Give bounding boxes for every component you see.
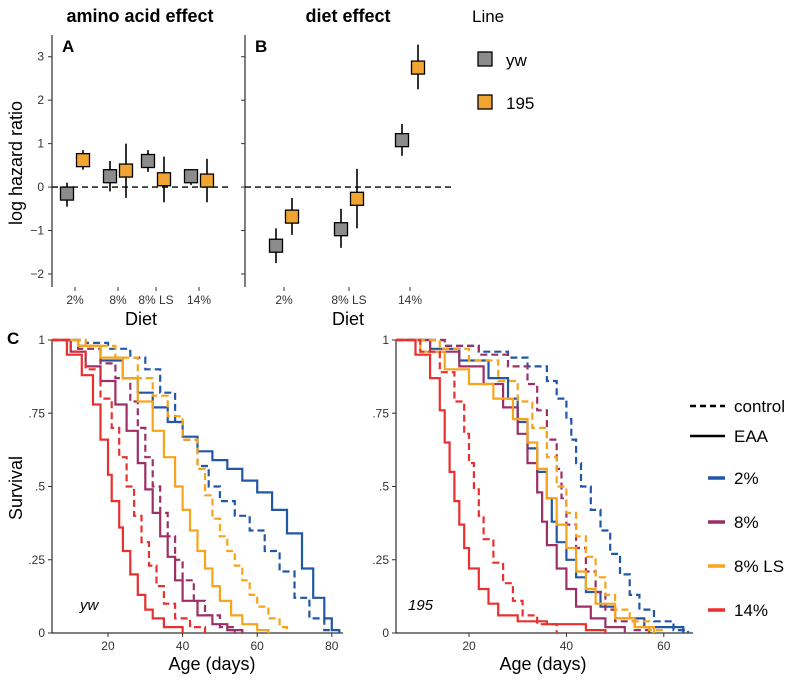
point-yw-14 — [394, 132, 410, 148]
legend-swatch-195 — [477, 94, 493, 110]
x-tick-label-8: 8% — [109, 293, 127, 307]
legend-diet-label-8ls: 8% LS — [734, 557, 784, 576]
legend-treatment: control EAA — [690, 397, 785, 446]
y-tick-label: 1 — [382, 333, 389, 347]
survival-curve-14-eaa — [52, 338, 184, 633]
y-tick-label-a: 1 — [37, 137, 44, 151]
y-tick-label: 0 — [38, 626, 45, 640]
xlabel-c-195: Age (days) — [499, 654, 586, 674]
y-tick-label: 1 — [38, 333, 45, 347]
xlabel-b: Diet — [332, 309, 364, 329]
point-yw-8-ls — [333, 222, 349, 237]
survival-curve-8-control — [396, 338, 651, 633]
point-195-8 — [118, 163, 134, 178]
survival-curve-8-ls-control — [52, 338, 289, 633]
legend-control-label: control — [734, 397, 785, 416]
x-tick-label-8-ls: 8% LS — [331, 293, 366, 307]
xlabel-c-yw: Age (days) — [168, 654, 255, 674]
x-tick-label: 40 — [560, 639, 574, 653]
point-yw-2 — [59, 186, 75, 201]
line-label-195: 195 — [408, 597, 434, 614]
point-yw-14 — [183, 169, 199, 184]
point-195-14 — [410, 60, 426, 75]
y-tick-label-a: −2 — [30, 267, 44, 281]
x-tick-label: 20 — [101, 639, 115, 653]
y-tick-label: 0 — [382, 626, 389, 640]
legend-lines: Line yw 195 — [472, 7, 534, 113]
legend-diet-label-8: 8% — [734, 513, 759, 532]
survival-curve-2-eaa — [52, 338, 341, 633]
legend-diet-label-14: 14% — [734, 601, 768, 620]
axes-ab: −2 −1 0 1 2 3 — [30, 35, 246, 287]
legend-label-yw: yw — [506, 51, 528, 70]
plot-c-yw: 0 .25 .5 .75 1 20 40 60 80 — [28, 333, 343, 653]
y-tick-label: .25 — [372, 553, 389, 567]
x-tick-label-14: 14% — [398, 293, 422, 307]
y-tick-label: .75 — [28, 406, 45, 420]
point-yw-8 — [102, 169, 118, 184]
line-label-yw: yw — [79, 597, 100, 614]
survival-curve-8-ls-eaa — [396, 338, 656, 633]
y-tick-label-a: 0 — [37, 180, 44, 194]
legend-lines-title: Line — [472, 7, 504, 26]
legend-diet: 2% 8% 8% LS 14% — [708, 469, 784, 620]
point-195-2 — [75, 152, 91, 168]
plot-b: 2% 8% LS 14% — [245, 44, 453, 307]
point-yw-8-ls — [140, 153, 156, 169]
y-tick-label: .25 — [28, 553, 45, 567]
panel-c-letter: C — [7, 329, 19, 348]
plot-c-195: 0 .25 .5 .75 1 20 40 60 — [372, 333, 693, 653]
x-tick-label-2: 2% — [275, 293, 293, 307]
y-tick-label-a: −1 — [30, 224, 44, 238]
survival-curve-8-eaa — [396, 338, 626, 633]
x-tick-label: 20 — [462, 639, 476, 653]
point-yw-2 — [268, 238, 284, 253]
x-tick-label: 60 — [251, 639, 265, 653]
y-tick-label: .5 — [35, 480, 45, 494]
x-tick-label-14: 14% — [187, 293, 211, 307]
panel-a-letter: A — [62, 37, 74, 56]
point-195-14 — [199, 173, 215, 188]
panel-b-letter: B — [255, 37, 267, 56]
xlabel-a: Diet — [125, 309, 157, 329]
x-tick-label-8-ls: 8% LS — [138, 293, 173, 307]
survival-curve-8-control — [52, 338, 236, 633]
point-195-8-ls — [156, 172, 172, 187]
ylabel-survival: Survival — [6, 456, 26, 520]
x-tick-label-2: 2% — [66, 293, 84, 307]
point-195-2 — [284, 209, 300, 224]
legend-swatch-yw — [477, 51, 493, 67]
x-tick-label: 80 — [325, 639, 339, 653]
y-tick-label: .75 — [372, 406, 389, 420]
panel-b-title: diet effect — [305, 6, 390, 26]
legend-diet-label-2: 2% — [734, 469, 759, 488]
y-tick-label-a: 3 — [37, 50, 44, 64]
legend-eaa-label: EAA — [734, 427, 769, 446]
survival-curve-8-ls-control — [396, 338, 665, 633]
legend-label-195: 195 — [506, 94, 534, 113]
panel-a-title: amino acid effect — [66, 6, 213, 26]
y-tick-label: .5 — [379, 480, 389, 494]
plot-a: 2% 8% 8% LS 14% — [52, 143, 232, 307]
survival-curve-8-ls-eaa — [52, 338, 270, 633]
survival-curve-14-control — [396, 338, 558, 633]
x-tick-label: 40 — [176, 639, 190, 653]
survival-curve-2-control — [52, 338, 333, 633]
y-tick-label-a: 2 — [37, 93, 44, 107]
survival-curve-2-control — [396, 338, 690, 633]
x-tick-label: 60 — [657, 639, 671, 653]
survival-curve-14-eaa — [396, 338, 607, 633]
survival-curve-14-control — [52, 338, 207, 633]
ylabel-hazard: log hazard ratio — [6, 101, 26, 225]
point-195-8-ls — [349, 191, 365, 206]
